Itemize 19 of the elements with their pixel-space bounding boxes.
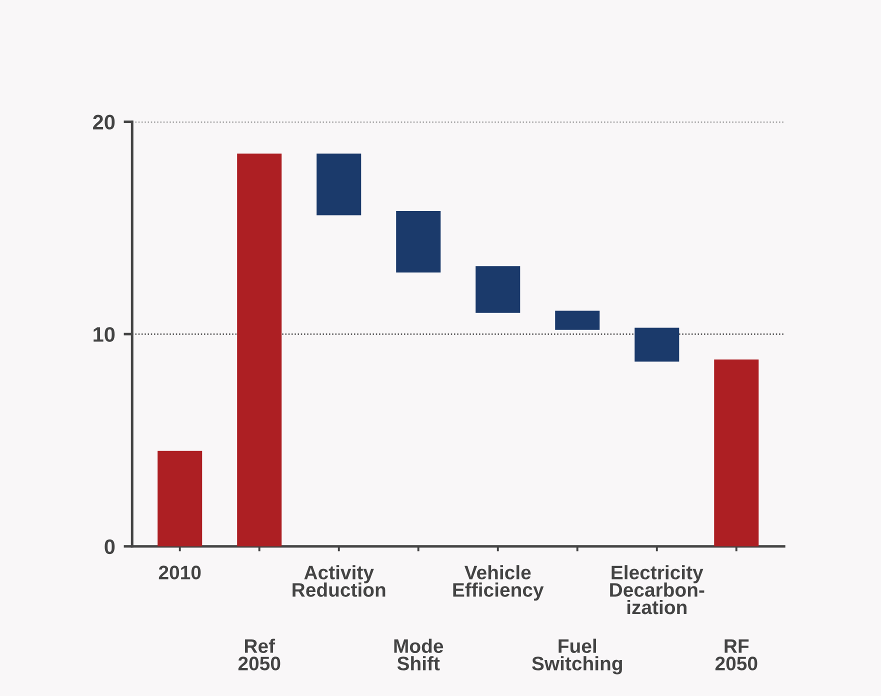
bar <box>158 450 202 546</box>
bar <box>396 210 441 273</box>
x-tick-label: RF 2050 <box>715 639 758 670</box>
bar <box>476 266 520 313</box>
bar <box>634 328 680 362</box>
x-tick-label: Fuel Switching <box>532 638 622 674</box>
y-tick-label: 20 <box>93 114 115 130</box>
bar <box>316 154 362 216</box>
x-tick-label: Electricity Decarbon- ization <box>610 565 704 614</box>
bar <box>237 154 282 546</box>
bar <box>555 310 600 330</box>
x-tick-label: Activity Reduction <box>292 565 386 597</box>
x-tick-label: Mode Shift <box>394 638 444 670</box>
x-tick-label: Vehicle Efficiency <box>453 565 544 601</box>
y-tick-label: 0 <box>104 539 115 554</box>
y-tick-label: 10 <box>94 327 115 342</box>
x-tick-label: Ref 2050 <box>238 638 280 670</box>
bar <box>714 360 759 546</box>
x-tick-label: 2010 <box>158 566 201 580</box>
